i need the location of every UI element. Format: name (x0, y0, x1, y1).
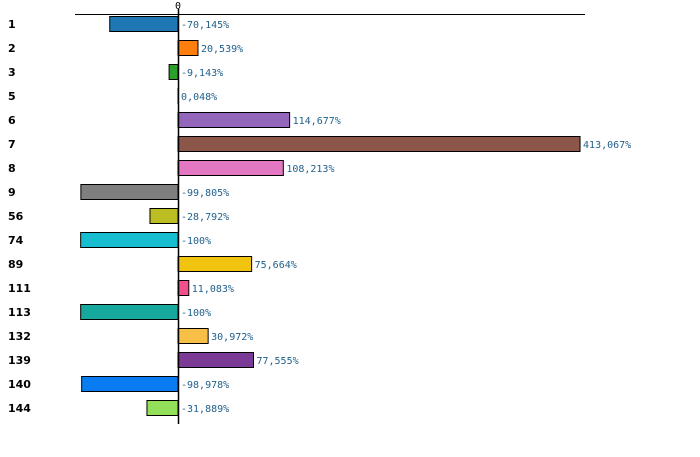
category-label-132: 132 (8, 330, 31, 343)
value-label-6: 114,677% (293, 116, 341, 127)
category-label-3: 3 (8, 66, 16, 79)
category-label-5: 5 (8, 90, 16, 103)
bar-6 (177, 112, 291, 128)
category-label-74: 74 (8, 234, 24, 247)
value-label-89: 75,664% (255, 260, 297, 271)
axis-layer: 0 (75, 1, 585, 424)
labels-layer: 1 -70,145% 2 20,539% 3 -9,143% 5 0,048% 6 114,677… (8, 18, 631, 415)
value-label-144: -31,889% (181, 404, 229, 415)
bar-89 (177, 256, 253, 272)
bar-7 (177, 136, 581, 152)
category-label-113: 113 (8, 306, 31, 319)
bar-2 (177, 40, 199, 56)
category-label-1: 1 (8, 18, 16, 31)
bar-113 (80, 304, 179, 320)
bar-139 (177, 352, 254, 368)
value-label-5: 0,048% (181, 92, 217, 103)
category-label-139: 139 (8, 354, 31, 367)
category-label-2: 2 (8, 42, 16, 55)
bar-111 (177, 280, 190, 296)
category-label-6: 6 (8, 114, 16, 127)
bar-140 (81, 376, 179, 392)
category-label-8: 8 (8, 162, 16, 175)
value-label-132: 30,972% (211, 332, 253, 343)
category-label-9: 9 (8, 186, 16, 199)
bar-8 (177, 160, 284, 176)
value-label-2: 20,539% (201, 44, 243, 55)
bar-132 (177, 328, 209, 344)
category-label-140: 140 (8, 378, 31, 391)
bars-layer (80, 16, 581, 416)
category-label-111: 111 (8, 282, 31, 295)
value-label-1: -70,145% (181, 20, 229, 31)
bar-3 (168, 64, 179, 80)
category-label-56: 56 (8, 210, 24, 223)
category-label-89: 89 (8, 258, 23, 271)
value-label-56: -28,792% (181, 212, 229, 223)
value-label-139: 77,555% (256, 356, 298, 367)
bar-1 (109, 16, 179, 32)
bar-9 (80, 184, 179, 200)
value-label-7: 413,067% (583, 140, 631, 151)
value-label-3: -9,143% (181, 68, 223, 79)
value-label-74: -100% (181, 236, 211, 247)
category-label-144: 144 (8, 402, 31, 415)
value-label-9: -99,805% (181, 188, 229, 199)
value-label-8: 108,213% (286, 164, 334, 175)
value-label-111: 11,083% (192, 284, 234, 295)
bar-144 (146, 400, 179, 416)
bar-56 (149, 208, 179, 224)
value-label-140: -98,978% (181, 380, 229, 391)
category-label-7: 7 (8, 138, 16, 151)
zero-tick-label: 0 (175, 1, 181, 12)
value-label-113: -100% (181, 308, 211, 319)
bar-74 (80, 232, 179, 248)
